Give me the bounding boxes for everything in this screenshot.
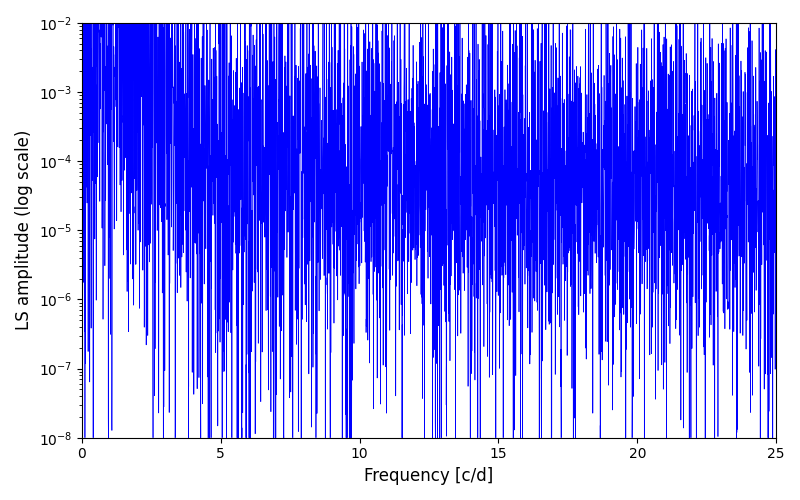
Y-axis label: LS amplitude (log scale): LS amplitude (log scale) [15, 130, 33, 330]
X-axis label: Frequency [c/d]: Frequency [c/d] [364, 467, 494, 485]
